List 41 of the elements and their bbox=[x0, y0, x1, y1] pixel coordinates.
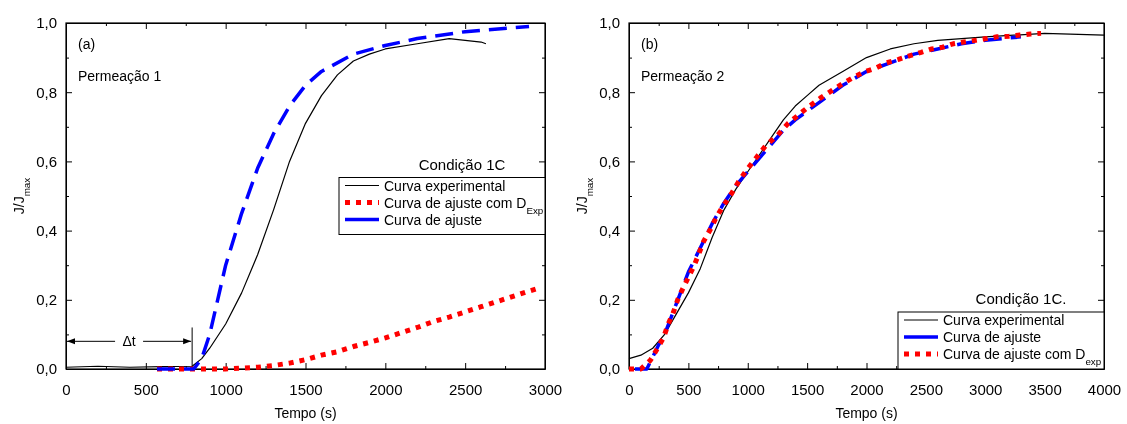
x-tick-label: 2000 bbox=[369, 380, 403, 398]
y-tick-label: 0,0 bbox=[599, 360, 620, 378]
x-axis-title: Tempo (s) bbox=[835, 405, 898, 421]
x-tick-label: 1000 bbox=[731, 380, 765, 398]
x-tick-label: 2500 bbox=[448, 380, 483, 398]
legend-label: Curva experimental bbox=[943, 312, 1065, 328]
legend-title: Condição 1C bbox=[418, 155, 506, 173]
x-axis-title: Tempo (s) bbox=[274, 405, 337, 421]
legend-label: Curva de ajuste bbox=[943, 329, 1042, 345]
annotation: (b) bbox=[641, 36, 659, 52]
annotation: Δt bbox=[122, 333, 136, 350]
x-tick-label: 500 bbox=[133, 380, 159, 398]
y-tick-label: 0,6 bbox=[36, 152, 57, 170]
annotation: Permeação 1 bbox=[78, 68, 162, 84]
y-tick-label: 0,2 bbox=[36, 291, 57, 309]
y-tick-label: 1,0 bbox=[599, 14, 620, 32]
x-tick-label: 2500 bbox=[909, 380, 944, 398]
x-tick-label: 3000 bbox=[528, 380, 563, 398]
x-tick-label: 500 bbox=[676, 380, 702, 398]
y-tick-label: 0,2 bbox=[599, 291, 620, 309]
x-tick-label: 1000 bbox=[209, 380, 243, 398]
legend-label: Curva de ajuste com D$_{exp}$ bbox=[943, 346, 1102, 367]
x-tick-label: 4000 bbox=[1087, 380, 1122, 398]
y-tick-label: 0,8 bbox=[36, 83, 57, 101]
x-tick-label: 0 bbox=[625, 380, 634, 398]
legend-label: Curva experimental bbox=[384, 177, 506, 194]
x-tick-label: 0 bbox=[62, 380, 71, 398]
x-tick-label: 1500 bbox=[289, 380, 323, 398]
y-tick-label: 0,4 bbox=[36, 221, 57, 239]
x-tick-label: 1500 bbox=[790, 380, 825, 398]
legend-title: Condição 1C. bbox=[975, 290, 1067, 307]
y-tick-label: 0,6 bbox=[599, 152, 620, 170]
y-tick-label: 0,4 bbox=[599, 221, 620, 239]
y-tick-label: 1,0 bbox=[36, 14, 57, 32]
annotation: Permeação 2 bbox=[641, 68, 725, 84]
y-tick-label: 0,0 bbox=[36, 360, 57, 378]
annotation: (a) bbox=[78, 36, 96, 52]
x-tick-label: 3500 bbox=[1028, 380, 1062, 398]
x-tick-label: 3000 bbox=[969, 380, 1003, 398]
y-tick-label: 0,8 bbox=[599, 83, 620, 101]
x-tick-label: 2000 bbox=[850, 380, 884, 398]
